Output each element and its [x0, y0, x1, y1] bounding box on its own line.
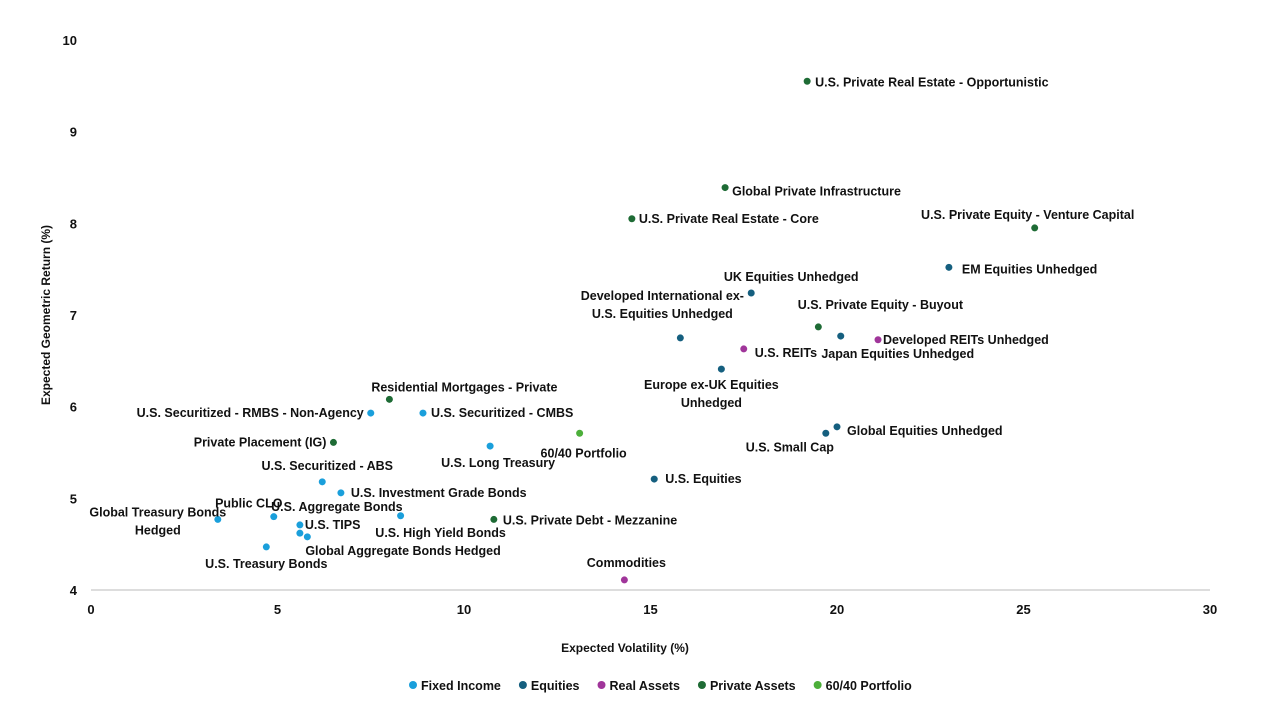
data-point[interactable]: [740, 345, 748, 353]
data-point[interactable]: [814, 323, 822, 331]
data-point[interactable]: [717, 365, 725, 373]
x-tick-label: 10: [457, 602, 471, 617]
data-point[interactable]: [676, 334, 684, 342]
data-point-label: U.S. Equities: [665, 472, 741, 486]
data-point-label: U.S. Private Debt - Mezzanine: [503, 513, 677, 527]
legend-marker: [813, 681, 822, 689]
data-point-label: U.S. Private Real Estate - Core: [639, 212, 819, 226]
data-point-label: Japan Equities Unhedged: [821, 347, 974, 361]
data-point[interactable]: [318, 478, 326, 486]
data-point-label: Developed REITs Unhedged: [883, 333, 1049, 347]
data-point-label: Global Treasury Bonds Hedged: [89, 505, 226, 537]
data-point[interactable]: [385, 395, 393, 403]
y-tick-label: 7: [70, 308, 77, 323]
data-point-label: Residential Mortgages - Private: [371, 380, 557, 394]
legend-label: Equities: [531, 679, 580, 693]
data-point-label: U.S. Securitized - CMBS: [431, 406, 573, 420]
data-point-label: Private Placement (IG): [194, 435, 327, 449]
data-point[interactable]: [303, 533, 311, 541]
data-point-label: Developed International ex-U.S. Equities…: [581, 289, 744, 321]
data-point[interactable]: [833, 423, 841, 431]
data-point-label: 60/40 Portfolio: [541, 446, 627, 460]
y-tick-label: 10: [63, 33, 77, 48]
y-tick-label: 9: [70, 125, 77, 140]
x-tick-label: 25: [1016, 602, 1030, 617]
data-point[interactable]: [214, 515, 222, 523]
data-point-label: EM Equities Unhedged: [962, 262, 1097, 276]
data-point[interactable]: [397, 512, 405, 520]
legend-label: Real Assets: [610, 679, 680, 693]
legend-marker: [597, 681, 606, 689]
x-tick-label: 20: [830, 602, 844, 617]
data-point-label: U.S. Private Equity - Venture Capital: [921, 208, 1134, 222]
y-tick-label: 8: [70, 216, 77, 231]
data-point[interactable]: [419, 409, 427, 417]
x-axis-title: Expected Volatility (%): [561, 641, 689, 655]
data-point[interactable]: [486, 442, 494, 450]
legend: Fixed Income Equities Real Assets Private A…: [409, 679, 912, 693]
data-point[interactable]: [270, 513, 278, 521]
data-point-label: U.S. Treasury Bonds: [205, 557, 327, 571]
data-point[interactable]: [262, 543, 270, 551]
legend-label: Fixed Income: [421, 679, 501, 693]
y-tick-label: 4: [70, 583, 78, 598]
data-point-label: U.S. Small Cap: [746, 440, 835, 454]
legend-marker: [409, 681, 417, 689]
data-point[interactable]: [628, 215, 636, 223]
data-point[interactable]: [650, 475, 658, 483]
data-point-label: U.S. Securitized - ABS: [262, 459, 394, 473]
data-point-label: U.S. Securitized - RMBS - Non-Agency: [137, 406, 364, 420]
data-point-label: U.S. Aggregate Bonds: [271, 500, 403, 514]
data-point[interactable]: [822, 429, 830, 437]
data-point[interactable]: [296, 529, 304, 537]
data-point[interactable]: [945, 263, 953, 271]
data-point-label: UK Equities Unhedged: [724, 270, 859, 284]
data-point-label: U.S. Long Treasury: [441, 456, 555, 470]
data-point-label: Commodities: [587, 556, 666, 570]
y-tick-label: 5: [70, 491, 77, 506]
data-point-label: U.S. Private Equity - Buyout: [798, 298, 964, 312]
data-point[interactable]: [874, 336, 882, 344]
legend-label: 60/40 Portfolio: [826, 679, 912, 693]
data-point-label: U.S. TIPS: [305, 518, 361, 532]
data-point[interactable]: [490, 515, 498, 523]
x-tick-label: 0: [87, 602, 94, 617]
data-point-label: U.S. Private Real Estate - Opportunistic: [815, 75, 1048, 89]
data-point[interactable]: [576, 429, 584, 437]
data-point-label: Europe ex-UK Equities Unhedged: [644, 378, 779, 410]
legend-marker: [697, 681, 706, 689]
data-point-label: Global Aggregate Bonds Hedged: [305, 544, 500, 558]
data-point[interactable]: [837, 332, 845, 340]
data-point[interactable]: [803, 77, 811, 85]
data-point[interactable]: [367, 409, 375, 417]
data-point-label: U.S. High Yield Bonds: [375, 526, 506, 540]
data-point[interactable]: [329, 438, 337, 446]
data-point-label: Public CLO: [215, 497, 283, 511]
legend-label: Private Assets: [710, 679, 796, 693]
x-tick-label: 30: [1203, 602, 1217, 617]
data-point[interactable]: [721, 184, 729, 192]
y-tick-label: 6: [70, 400, 77, 415]
data-point-label: Global Private Infrastructure: [732, 185, 901, 199]
data-point[interactable]: [296, 521, 304, 529]
x-tick-label: 5: [274, 602, 281, 617]
legend-marker: [518, 681, 527, 689]
data-point-label: U.S. Investment Grade Bonds: [351, 486, 527, 500]
data-point[interactable]: [747, 289, 755, 297]
data-point[interactable]: [337, 489, 345, 497]
data-point-label: Global Equities Unhedged: [847, 424, 1003, 438]
data-point-label: U.S. REITs: [755, 346, 817, 360]
x-tick-label: 15: [643, 602, 657, 617]
y-axis-title: Expected Geometric Return (%): [39, 225, 53, 405]
data-point[interactable]: [620, 576, 628, 584]
data-point[interactable]: [1031, 224, 1039, 232]
